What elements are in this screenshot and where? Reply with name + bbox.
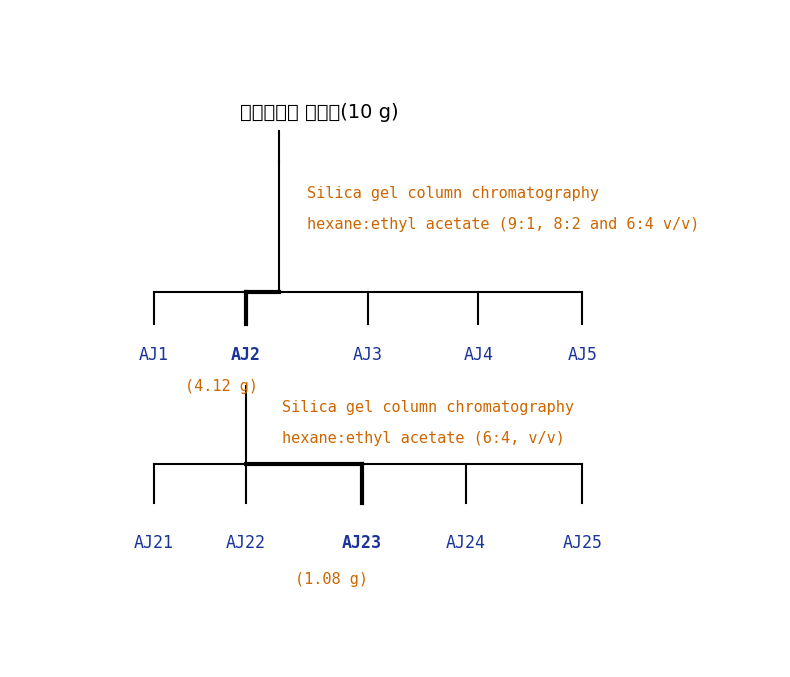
Text: AJ4: AJ4 [464,346,493,364]
Text: (4.12 g): (4.12 g) [185,378,258,394]
Text: AJ5: AJ5 [567,346,597,364]
Text: AJ22: AJ22 [226,533,265,552]
Text: Silica gel column chromatography: Silica gel column chromatography [282,399,574,414]
Text: AJ23: AJ23 [342,533,382,552]
Text: hexane:ethyl acetate (9:1, 8:2 and 6:4 v/v): hexane:ethyl acetate (9:1, 8:2 and 6:4 v… [307,217,699,232]
Text: AJ25: AJ25 [562,533,603,552]
Text: hexane:ethyl acetate (6:4, v/v): hexane:ethyl acetate (6:4, v/v) [282,431,566,446]
Text: AJ21: AJ21 [134,533,174,552]
Text: 아우케리쑥 추출물(10 g): 아우케리쑥 추출물(10 g) [240,103,398,122]
Text: (1.08 g): (1.08 g) [295,571,368,586]
Text: AJ3: AJ3 [353,346,383,364]
Text: AJ2: AJ2 [231,346,261,364]
Text: AJ1: AJ1 [139,346,169,364]
Text: AJ24: AJ24 [446,533,486,552]
Text: Silica gel column chromatography: Silica gel column chromatography [307,185,599,201]
